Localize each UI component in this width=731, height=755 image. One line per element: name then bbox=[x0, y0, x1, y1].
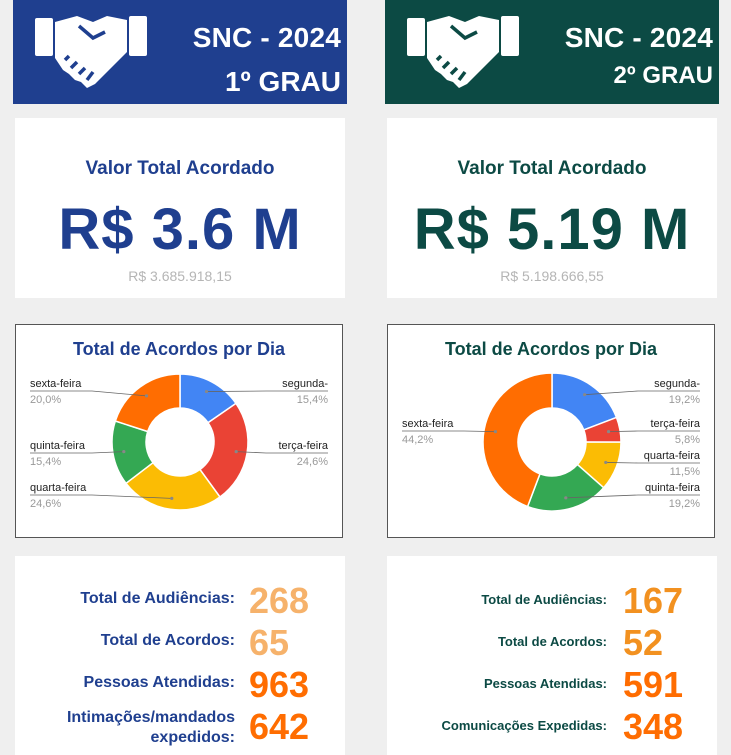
chart-title: Total de Acordos por Dia bbox=[445, 339, 658, 359]
donut-slice bbox=[114, 373, 181, 433]
value-big: R$ 5.19 M bbox=[413, 197, 691, 262]
slice-percent: 19,2% bbox=[669, 394, 700, 406]
slice-label: segunda- bbox=[654, 378, 700, 390]
slice-percent: 24,6% bbox=[30, 498, 61, 510]
leader-line bbox=[30, 494, 172, 499]
stat-label: Comunicações Expedidas: bbox=[441, 718, 607, 733]
header-subtitle: 2º GRAU bbox=[613, 62, 713, 89]
stat-label: Total de Audiências: bbox=[481, 592, 607, 607]
leader-line bbox=[565, 494, 700, 499]
agreements-by-day-chart: Total de Acordos por Dia segunda- 19,2% ter… bbox=[387, 324, 715, 538]
slice-label: sexta-feira bbox=[402, 418, 454, 430]
header-banner: SNC - 2024 1º GRAU bbox=[13, 0, 347, 104]
stat-value: 963 bbox=[249, 664, 310, 705]
donut-slice bbox=[482, 372, 553, 508]
stat-label: Pessoas Atendidas: bbox=[83, 674, 235, 691]
slice-percent: 5,8% bbox=[675, 434, 700, 446]
slice-label: segunda- bbox=[282, 378, 328, 390]
donut-slice bbox=[124, 461, 222, 511]
handshake-icon bbox=[407, 16, 519, 88]
slice-label: quinta-feira bbox=[645, 482, 701, 494]
total-value-card: Valor Total Acordado R$ 5.19 M R$ 5.198.… bbox=[387, 118, 717, 298]
leader-dot bbox=[564, 496, 568, 500]
leader-dot bbox=[170, 496, 174, 501]
leader-dot bbox=[122, 450, 126, 454]
handshake-icon bbox=[35, 16, 147, 88]
leader-dot bbox=[204, 389, 209, 394]
stat-value: 268 bbox=[249, 580, 310, 621]
stat-value: 591 bbox=[623, 664, 684, 705]
donut-chart: Total de Acordos por Dia segunda- 15,4% ter… bbox=[30, 339, 329, 511]
leader-dot bbox=[606, 430, 611, 434]
slice-percent: 15,4% bbox=[30, 456, 61, 468]
agreements-by-day-chart: Total de Acordos por Dia segunda- 15,4% ter… bbox=[15, 324, 343, 538]
leader-dot bbox=[493, 430, 498, 434]
value-label: Valor Total Acordado bbox=[457, 158, 647, 179]
slice-percent: 19,2% bbox=[669, 498, 700, 510]
leader-line bbox=[402, 430, 496, 433]
slice-percent: 15,4% bbox=[297, 394, 328, 406]
slice-label: terça-feira bbox=[278, 440, 328, 452]
slice-label: quarta-feira bbox=[30, 482, 87, 494]
header-title: SNC - 2024 bbox=[192, 22, 341, 53]
stat-value: 167 bbox=[623, 580, 684, 621]
slice-label: quarta-feira bbox=[644, 450, 701, 462]
stats-card: Total de Audiências: 268 Total de Acordos:… bbox=[15, 556, 345, 755]
header-title: SNC - 2024 bbox=[564, 22, 713, 53]
slice-percent: 11,5% bbox=[670, 466, 701, 478]
stat-label: Total de Acordos: bbox=[100, 632, 235, 649]
value-big: R$ 3.6 M bbox=[58, 197, 302, 262]
stats-card: Total de Audiências: 167 Total de Acordos:… bbox=[387, 556, 717, 755]
stat-value: 348 bbox=[623, 706, 684, 747]
donut-slice bbox=[198, 402, 249, 499]
chart-title: Total de Acordos por Dia bbox=[73, 339, 286, 359]
slice-percent: 20,0% bbox=[30, 394, 61, 406]
stat-label: Pessoas Atendidas: bbox=[483, 676, 607, 691]
slice-label: sexta-feira bbox=[30, 378, 82, 390]
stat-label: Intimações/mandados expedidos: bbox=[66, 709, 235, 746]
value-exact: R$ 5.198.666,55 bbox=[500, 268, 604, 284]
header-subtitle: 1º GRAU bbox=[224, 66, 341, 97]
slice-label: quinta-feira bbox=[30, 440, 86, 452]
leader-line bbox=[30, 451, 124, 454]
value-label: Valor Total Acordado bbox=[85, 158, 275, 179]
slice-percent: 44,2% bbox=[402, 434, 433, 446]
leader-dot bbox=[604, 460, 608, 465]
leader-dot bbox=[234, 450, 238, 454]
slice-label: terça-feira bbox=[650, 418, 700, 430]
leader-dot bbox=[583, 393, 587, 397]
value-exact: R$ 3.685.918,15 bbox=[128, 268, 232, 284]
leader-line bbox=[605, 462, 700, 464]
stat-label: Total de Acordos: bbox=[497, 634, 607, 649]
leader-line bbox=[206, 390, 328, 392]
stat-label: Total de Audiências: bbox=[80, 590, 235, 607]
stat-value: 52 bbox=[623, 622, 664, 663]
total-value-card: Valor Total Acordado R$ 3.6 M R$ 3.685.9… bbox=[15, 118, 345, 298]
stat-value: 642 bbox=[249, 706, 310, 747]
leader-dot bbox=[144, 394, 149, 398]
header-banner: SNC - 2024 2º GRAU bbox=[385, 0, 719, 104]
slice-percent: 24,6% bbox=[297, 456, 328, 468]
donut-chart: Total de Acordos por Dia segunda- 19,2% ter… bbox=[402, 339, 701, 512]
leader-line bbox=[30, 390, 147, 397]
leader-line bbox=[236, 451, 328, 454]
leader-line bbox=[608, 430, 700, 433]
leader-line bbox=[584, 390, 700, 396]
stat-value: 65 bbox=[249, 622, 290, 663]
